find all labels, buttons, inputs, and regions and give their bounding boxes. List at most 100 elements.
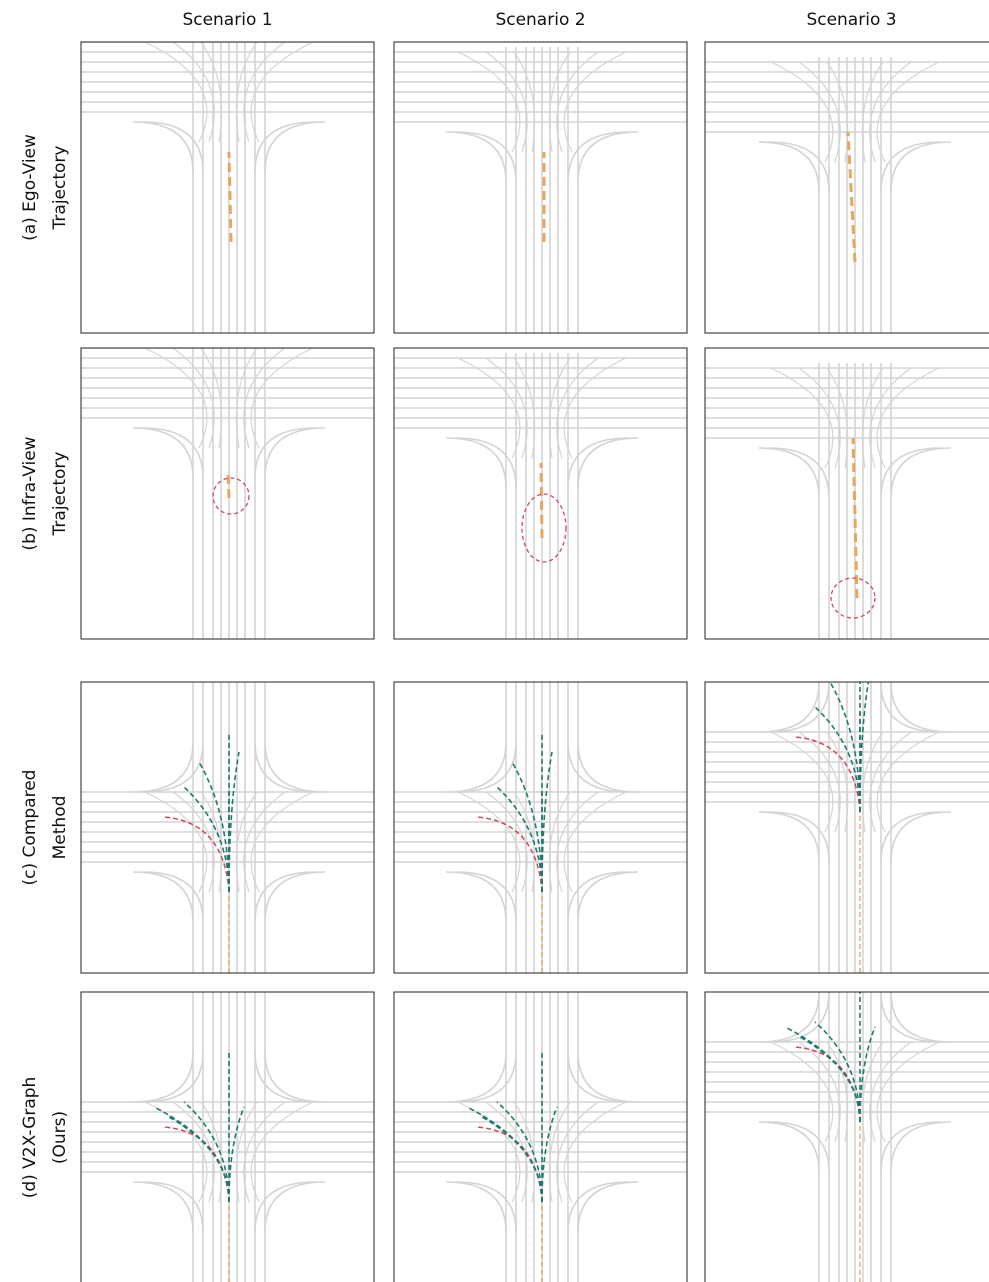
road-curve: [798, 1041, 841, 1143]
road-curve: [577, 1181, 639, 1233]
road-curve: [243, 791, 286, 893]
row-label: (a) Ego-View: [20, 134, 40, 241]
road-curve: [250, 791, 314, 893]
road-curve: [861, 1041, 884, 1143]
panel-content: [81, 682, 374, 973]
panel-content: [394, 353, 687, 639]
road-curve: [768, 1121, 830, 1173]
road-curve: [513, 357, 536, 459]
road-curve: [880, 447, 942, 499]
panel-border: [80, 41, 375, 334]
road-curve: [235, 791, 258, 893]
road-curve: [556, 791, 599, 893]
road-curve: [869, 731, 912, 833]
row-label: (Ours): [50, 1111, 70, 1164]
panel-border: [80, 991, 375, 1282]
road-curve: [861, 731, 884, 833]
road-curve: [826, 731, 849, 833]
road-curve: [457, 791, 521, 893]
road-curve: [243, 348, 286, 449]
road-curve: [445, 437, 507, 489]
panel: [704, 991, 989, 1282]
trajectory: [846, 131, 857, 263]
road-curve: [485, 51, 528, 153]
road-curve: [567, 437, 629, 489]
road-curve: [577, 1051, 639, 1103]
road-curve: [770, 1041, 834, 1143]
panel-border: [393, 991, 688, 1282]
road-curve: [798, 731, 841, 833]
road-curve: [876, 367, 940, 469]
road-curve: [142, 121, 204, 173]
road-curve: [758, 141, 820, 193]
road-curve: [445, 1051, 507, 1103]
road-curve: [876, 1041, 940, 1143]
road-curve: [768, 811, 830, 863]
road-curve: [768, 141, 830, 193]
road-curve: [567, 871, 629, 923]
road-curve: [548, 791, 571, 893]
road-curve: [861, 367, 884, 469]
panel-border: [704, 991, 989, 1282]
trajectory: [466, 1106, 543, 1203]
row-label: (c) Compared: [20, 770, 40, 886]
road-curve: [445, 131, 507, 183]
road-curve: [758, 811, 820, 863]
panel-border: [704, 41, 989, 334]
trajectory: [829, 682, 861, 813]
road-curve: [264, 1051, 326, 1103]
road-curve: [254, 1051, 316, 1103]
road-curve: [567, 1181, 629, 1233]
road-curve: [445, 1181, 507, 1233]
road-curve: [200, 348, 223, 449]
road-curve: [567, 1051, 629, 1103]
road-curve: [548, 1101, 571, 1203]
trajectory: [481, 1116, 543, 1203]
road-curve: [758, 992, 820, 1043]
road-curve: [243, 1101, 286, 1203]
road-curve: [768, 992, 830, 1043]
panel-border: [80, 347, 375, 640]
road-curve: [144, 1101, 208, 1203]
panel: [80, 41, 375, 334]
road-curve: [455, 1181, 517, 1233]
road-curve: [826, 1041, 849, 1143]
road-curve: [548, 51, 571, 153]
road-curve: [798, 61, 841, 163]
road-curve: [264, 741, 326, 793]
row-label: Trajectory: [50, 452, 70, 537]
road-curve: [826, 61, 849, 163]
row-label: (d) V2X-Graph: [20, 1077, 40, 1199]
road-curve: [172, 348, 215, 449]
road-curve: [200, 42, 223, 143]
road-curve: [254, 741, 316, 793]
road-curve: [455, 1051, 517, 1103]
road-curve: [768, 447, 830, 499]
road-curve: [142, 871, 204, 923]
road-curve: [513, 51, 536, 153]
road-curve: [880, 141, 942, 193]
road-curve: [455, 741, 517, 793]
road-curve: [254, 427, 316, 479]
trajectory: [496, 786, 543, 893]
panel-content: [394, 682, 687, 973]
road-curve: [513, 1101, 536, 1203]
panel-content: [705, 682, 989, 973]
road-curve: [254, 871, 316, 923]
trajectory: [794, 1046, 861, 1123]
panel-border: [393, 681, 688, 974]
road-curve: [132, 871, 194, 923]
panel-content: [705, 57, 989, 333]
road-curve: [144, 42, 208, 143]
road-curve: [132, 741, 194, 793]
panel-border: [704, 347, 989, 640]
road-curve: [880, 1121, 942, 1173]
road-curve: [556, 1101, 599, 1203]
road-curve: [890, 141, 952, 193]
panel: [80, 681, 375, 974]
road-curve: [243, 42, 286, 143]
road-curve: [457, 51, 521, 153]
road-curve: [455, 871, 517, 923]
road-curve: [144, 791, 208, 893]
